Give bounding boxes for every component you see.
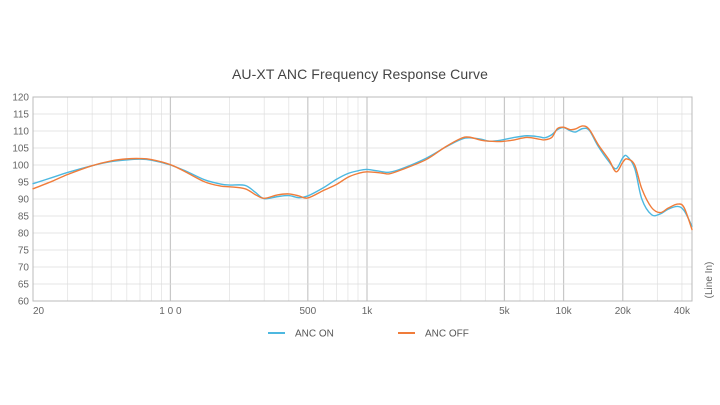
y-tick-label: 85 (18, 212, 30, 223)
x-tick-label: 20k (615, 306, 632, 317)
series-line-anc-on (32, 126, 693, 227)
plot-frame (32, 96, 693, 302)
series-lines (32, 125, 693, 231)
y-tick-label: 75 (18, 246, 30, 257)
y-tick-label: 100 (12, 161, 29, 172)
y-tick-label: 110 (13, 127, 29, 138)
legend-label-anc-on: ANC ON (295, 329, 334, 340)
x-tick-label: 1 0 0 (159, 306, 182, 317)
chart-title: AU-XT ANC Frequency Response Curve (231, 66, 489, 82)
x-tick-label: 5k (499, 306, 511, 317)
y-tick-label: 105 (12, 144, 29, 155)
grid (32, 96, 692, 302)
x-tick-label: 20 (33, 306, 45, 317)
x-tick-label: 40k (674, 306, 691, 317)
y-tick-label: 60 (18, 297, 30, 308)
legend-label-anc-off: ANC OFF (425, 329, 469, 340)
y-tick-label: 115 (13, 110, 29, 121)
y-tick-label: 70 (18, 263, 30, 274)
y-tick-label: 120 (12, 93, 29, 104)
legend: ANC ON ANC OFF (268, 329, 469, 340)
series-line-anc-off (32, 125, 693, 231)
y-axis-label: (Line In) (704, 262, 715, 299)
y-tick-label: 90 (18, 195, 30, 206)
y-tick-label: 95 (18, 178, 30, 189)
y-tick-label: 80 (18, 229, 30, 240)
x-tick-label: 1k (362, 306, 374, 317)
y-tick-label: 65 (18, 280, 30, 291)
x-tick-label: 10k (556, 306, 573, 317)
x-tick-label: 500 (299, 306, 316, 317)
